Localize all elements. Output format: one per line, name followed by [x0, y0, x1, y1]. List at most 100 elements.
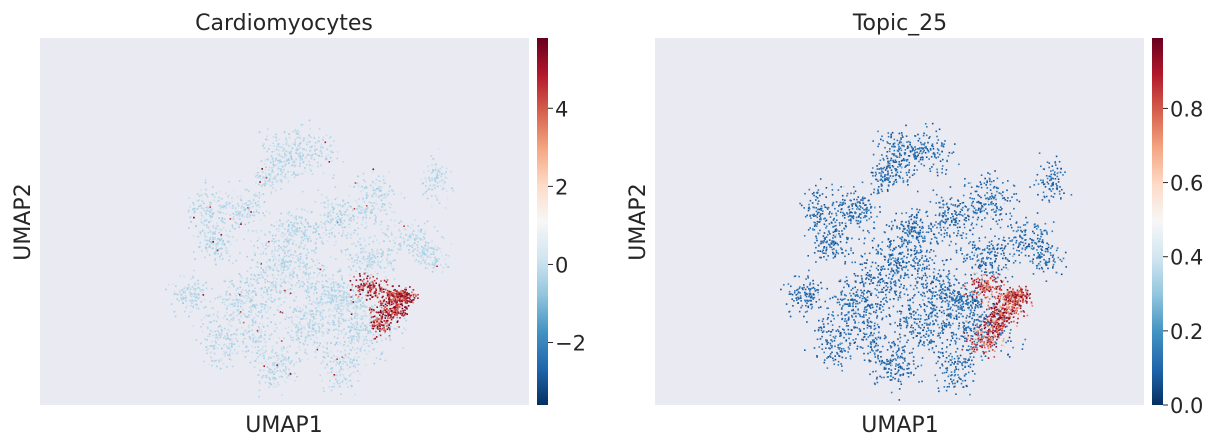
cell-point	[216, 347, 218, 350]
cell-point	[334, 316, 337, 319]
cell-point	[283, 280, 286, 282]
cell-point	[952, 217, 955, 220]
cell-point	[253, 366, 256, 368]
cell-point	[376, 295, 378, 297]
cell-point	[278, 337, 281, 339]
cell-point	[891, 165, 894, 167]
cell-point	[359, 286, 361, 288]
cell-point	[929, 147, 932, 150]
cell-point	[863, 212, 865, 214]
cell-point	[364, 313, 367, 315]
cell-point	[314, 241, 317, 244]
cell-point	[375, 282, 377, 284]
cell-point	[320, 147, 322, 149]
cell-point	[354, 300, 357, 303]
cell-point	[272, 386, 275, 388]
cell-point	[338, 374, 341, 377]
cell-point	[865, 212, 868, 214]
cell-point	[385, 319, 388, 322]
cell-point	[371, 194, 374, 196]
cell-point	[281, 259, 283, 262]
cell-point	[298, 260, 300, 262]
cell-point	[452, 190, 455, 192]
cell-point	[286, 269, 289, 271]
cell-point	[208, 254, 211, 256]
cell-point	[261, 376, 263, 379]
cell-point	[200, 319, 203, 321]
cell-point	[375, 216, 377, 218]
cell-point	[251, 345, 254, 348]
cell-point	[251, 214, 254, 216]
cell-point	[361, 262, 364, 264]
cell-point	[390, 249, 393, 251]
cell-point	[348, 219, 351, 221]
cell-point	[182, 302, 184, 304]
cell-point	[365, 306, 368, 308]
cell-point	[348, 226, 351, 229]
cell-point	[215, 248, 217, 250]
cell-point	[287, 250, 289, 252]
cell-point	[218, 332, 221, 335]
cell-point	[927, 151, 930, 153]
cell-point	[297, 338, 300, 341]
cell-point	[202, 323, 204, 325]
cell-point	[900, 143, 903, 145]
cell-point	[302, 233, 305, 235]
cell-point	[225, 293, 228, 296]
cell-point	[331, 367, 334, 369]
cell-point	[373, 202, 376, 204]
cell-point	[342, 200, 345, 202]
cell-point	[281, 155, 283, 158]
cell-point	[248, 285, 250, 288]
cell-point	[259, 288, 261, 290]
cell-point	[376, 341, 378, 343]
cell-point	[405, 287, 407, 289]
cell-point	[291, 284, 294, 287]
cell-point	[336, 151, 339, 153]
cell-point	[330, 351, 333, 353]
cell-point	[211, 193, 214, 196]
cell-point	[906, 179, 909, 181]
cell-point	[322, 318, 324, 320]
cell-point	[252, 205, 254, 208]
cell-point	[223, 301, 225, 304]
cell-point	[245, 202, 247, 205]
cell-point	[196, 287, 198, 289]
cell-point	[190, 278, 192, 280]
cell-point	[968, 242, 970, 245]
cell-point	[435, 249, 438, 251]
cell-point	[248, 330, 250, 333]
cell-point	[260, 334, 262, 337]
cell-point	[316, 267, 319, 270]
cell-point	[233, 305, 235, 307]
cell-point	[267, 157, 269, 160]
cell-point	[406, 302, 408, 304]
cell-point	[315, 230, 318, 232]
cell-point	[379, 223, 382, 226]
cell-point	[205, 287, 208, 290]
cell-point	[232, 262, 234, 264]
cell-point	[351, 282, 353, 284]
cell-point	[269, 175, 272, 178]
cell-point	[356, 253, 358, 256]
cell-point	[320, 145, 322, 148]
cell-point	[336, 296, 338, 299]
cell-point	[383, 309, 385, 312]
cell-point	[262, 276, 264, 279]
cell-point	[381, 339, 383, 342]
cell-point	[325, 315, 327, 318]
cell-point	[265, 175, 267, 178]
cell-point	[270, 224, 273, 226]
cell-point	[193, 287, 195, 290]
cell-point	[269, 383, 272, 385]
cell-point	[356, 307, 358, 309]
cell-point	[303, 328, 306, 330]
cell-point	[390, 231, 393, 234]
cell-point	[380, 255, 383, 258]
cell-point	[260, 340, 262, 343]
cell-point	[305, 149, 307, 152]
cell-point	[370, 202, 372, 204]
cell-point	[394, 311, 397, 314]
cell-point	[276, 364, 278, 366]
cell-point	[370, 264, 373, 266]
